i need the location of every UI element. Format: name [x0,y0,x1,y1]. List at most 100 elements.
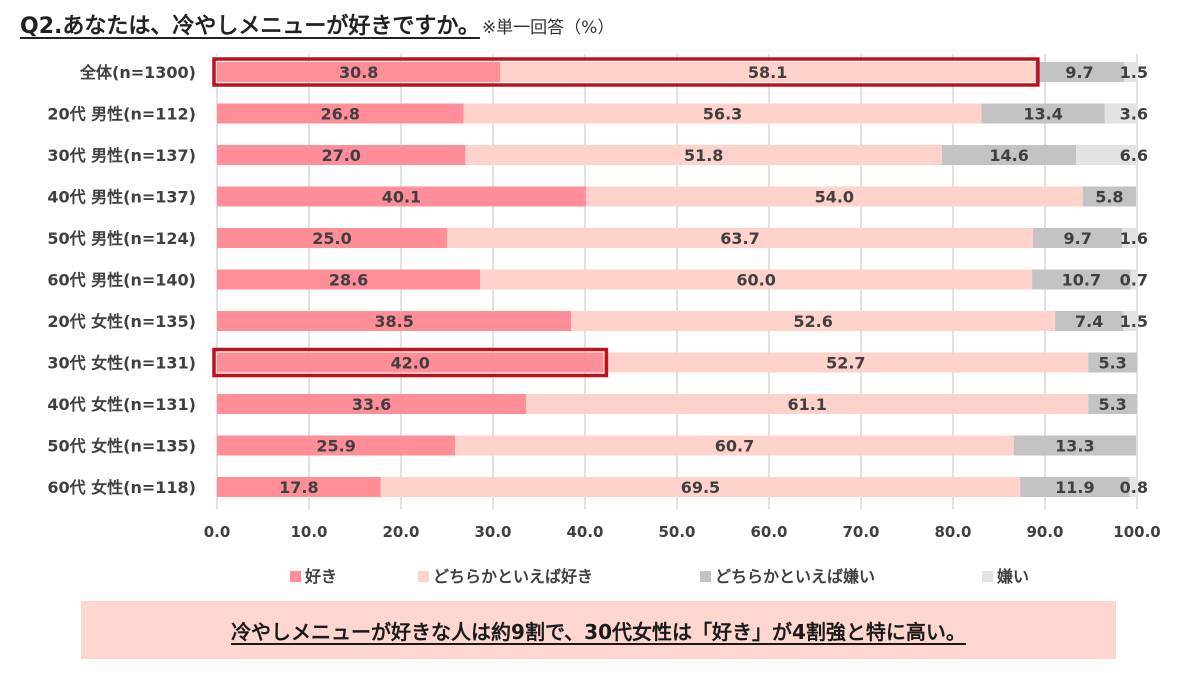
category-label: 60代 女性(n=118) [47,478,196,497]
data-label: 52.7 [826,354,865,373]
bar-segment [1020,477,1130,497]
highlight-outline [212,347,609,378]
bar-segment [463,103,982,124]
bar-segment [480,269,1033,290]
data-label: 69.5 [681,478,720,497]
data-label: 40.1 [382,188,421,207]
bar-segment [1130,269,1137,290]
data-label: 26.8 [321,105,360,124]
bar-segment [447,228,1034,248]
legend-swatch [700,571,711,582]
bar-segment [455,435,1014,456]
category-label: 50代 女性(n=135) [47,437,196,456]
bar-segment [217,477,381,497]
category-label: 30代 女性(n=131) [47,354,196,373]
x-tick-label: 40.0 [566,523,603,541]
bar-segment [941,145,1077,165]
bar-segment [1055,311,1124,331]
bar-segment [465,145,942,165]
category-label: 60代 男性(n=140) [47,271,196,290]
data-label: 7.4 [1075,312,1103,331]
bar-segment [217,394,527,414]
category-label: 40代 女性(n=131) [47,395,196,414]
data-label: 13.4 [1023,105,1062,124]
bar-segment [1123,311,1137,331]
bar-segment [1032,269,1131,290]
data-label: 56.3 [703,105,742,124]
bar-segment [1104,103,1138,124]
data-label: 54.0 [815,188,854,207]
data-label: 38.5 [374,312,413,331]
bar-segment [217,435,456,456]
data-label: 6.6 [1120,146,1148,165]
data-label: 5.3 [1098,354,1126,373]
bar-segment [1076,145,1137,165]
legend-label: 嫌い [996,567,1029,586]
bar-segment [1088,352,1137,373]
data-label: 60.7 [715,437,754,456]
data-label: 0.8 [1120,478,1148,497]
x-tick-label: 50.0 [658,523,695,541]
bar-segment [217,103,464,124]
data-label: 11.9 [1055,478,1094,497]
data-label: 1.5 [1120,312,1148,331]
x-tick-label: 30.0 [474,523,511,541]
data-label: 3.6 [1120,105,1148,124]
data-label: 42.0 [390,354,429,373]
bar-segment [981,103,1105,124]
data-label: 63.7 [720,229,759,248]
data-label: 25.0 [312,229,351,248]
category-label: 20代 男性(n=112) [47,105,196,124]
chart-title-area: Q2.あなたは、冷やしメニューが好きですか。 ※単一回答（%） [20,8,614,40]
legend-label: 好き [304,567,337,586]
summary-text: 冷やしメニューが好きな人は約9割で、30代女性は「好き」が4割強と特に高い。 [231,619,966,644]
highlight-outline [212,57,1040,87]
bar-segment [585,186,1083,207]
category-label: 20代 女性(n=135) [47,312,196,331]
data-label: 33.6 [352,395,391,414]
bar-segment [217,352,604,373]
bar-segment [526,394,1089,414]
legend-swatch [982,571,993,582]
data-label: 17.8 [279,478,318,497]
data-label: 13.3 [1055,437,1094,456]
bar-segment [500,62,1035,82]
bar-segment [1082,186,1137,207]
data-label: 9.7 [1065,63,1093,82]
data-label: 25.9 [316,437,355,456]
x-tick-label: 0.0 [204,523,231,541]
data-label: 27.0 [321,146,360,165]
data-label: 52.6 [793,312,832,331]
data-label: 61.1 [787,395,826,414]
category-label: 30代 男性(n=137) [47,146,196,165]
bar-segment [1034,62,1125,82]
legend-swatch [290,571,301,582]
legend-swatch [418,571,429,582]
data-label: 0.7 [1120,271,1148,290]
data-label: 9.7 [1063,229,1091,248]
bar-segment [217,186,586,207]
bar-segment [217,269,481,290]
category-label: 50代 男性(n=124) [47,229,196,248]
x-tick-label: 60.0 [750,523,787,541]
category-label: 40代 男性(n=137) [47,188,196,207]
bar-segment [1122,228,1137,248]
chart-title: Q2.あなたは、冷やしメニューが好きですか。 [20,14,480,39]
bar-segment [1033,228,1123,248]
data-label: 5.3 [1098,395,1126,414]
data-label: 30.8 [339,63,378,82]
data-label: 1.6 [1120,229,1148,248]
x-tick-label: 100.0 [1113,523,1160,541]
bar-segment [1124,62,1138,82]
bar-segment [1129,477,1137,497]
x-tick-label: 90.0 [1026,523,1063,541]
answer-note: ※単一回答（%） [481,18,615,38]
stacked-bar-chart: 全体(n=1300) 30.8 58.1 9.7 1.5 20代 男性(n=112) 26.… [47,54,1161,586]
summary-box: 冷やしメニューが好きな人は約9割で、30代女性は「好き」が4割強と特に高い。 [81,601,1116,659]
bar-segment [217,311,572,331]
legend-label: どちらかといえば嫌い [715,567,875,586]
legend-label: どちらかといえば好き [433,567,593,586]
data-label: 14.6 [989,146,1028,165]
x-tick-label: 20.0 [382,523,419,541]
